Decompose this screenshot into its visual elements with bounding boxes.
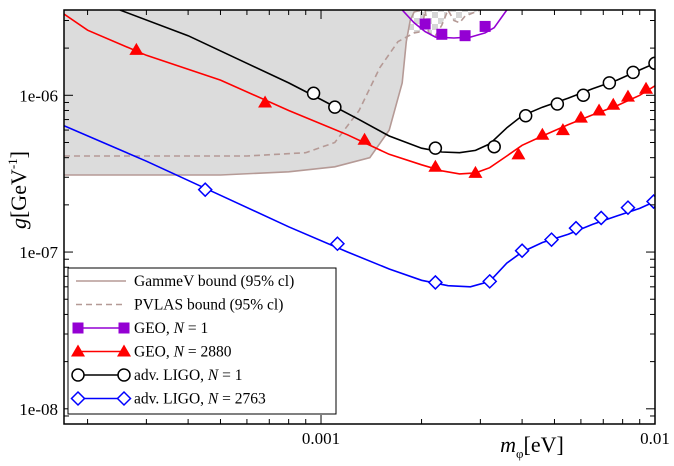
data-point-geo2880 (258, 95, 273, 108)
data-point-geo2880 (606, 97, 621, 110)
bounds-layer (64, 10, 655, 175)
series-line-ligo1 (119, 10, 655, 154)
data-point-ligo2763 (514, 243, 530, 259)
data-point-geo2880 (511, 147, 526, 160)
legend-marker (72, 322, 84, 334)
data-point-ligo1 (487, 139, 501, 154)
series-line-pvlas (64, 10, 481, 157)
series-line-geo2880 (64, 13, 655, 175)
data-point-geo1 (459, 30, 471, 42)
legend-marker (71, 368, 85, 382)
legend-label: GammeV bound (95% cl) (134, 273, 294, 290)
plot-frame (63, 9, 656, 425)
data-point-geo2880 (555, 123, 570, 136)
legend-label: adv. LIGO, N = 1 (134, 367, 242, 384)
data-point-ligo2763 (427, 274, 443, 290)
data-point-ligo1 (648, 56, 655, 71)
y-tick-label: 1e-06 (19, 86, 58, 105)
series-gammev (64, 10, 422, 176)
data-point-geo2880 (573, 110, 588, 123)
legend-items: GammeV bound (95% cl) PVLAS bound (95% cl… (70, 273, 294, 408)
legend-marker (117, 344, 131, 357)
legend-label: PVLAS bound (95% cl) (134, 297, 283, 314)
data-point-ligo1 (576, 88, 591, 103)
series-pvlas (64, 10, 481, 157)
legend-marker (71, 344, 85, 357)
data-point-ligo2763 (593, 210, 609, 226)
data-point-ligo2763 (620, 200, 636, 216)
data-point-ligo2763 (543, 232, 560, 248)
x-tick-label: 0.001 (302, 429, 340, 448)
data-point-geo2880 (468, 165, 483, 178)
legend-box (67, 267, 337, 415)
legend-item-ligo1: adv. LIGO, N = 1 (71, 367, 242, 384)
data-point-geo2880 (592, 103, 607, 116)
data-point-geo2880 (357, 132, 372, 145)
data-point-ligo1 (550, 97, 565, 111)
series-geo2880 (64, 13, 655, 178)
series-line-gammev (64, 10, 422, 176)
series-line-ligo2763 (64, 124, 655, 288)
legend-marker (116, 390, 132, 407)
y-tick-label: 1e-08 (19, 400, 58, 419)
data-point-geo2880 (620, 89, 635, 102)
x-tick-label: 0.01 (640, 429, 670, 448)
data-point-geo1 (419, 18, 431, 30)
data-point-ligo2763 (645, 193, 655, 210)
data-point-ligo2763 (329, 236, 346, 252)
legend: GammeV bound (95% cl) PVLAS bound (95% cl… (67, 267, 337, 415)
data-point-geo2880 (639, 81, 654, 94)
data-point-ligo1 (428, 141, 443, 155)
x-axis-label: mφ[eV] (500, 432, 564, 461)
data-point-geo2880 (428, 159, 443, 172)
legend-item-geo2880: GEO, N = 2880 (71, 344, 232, 361)
legend-label: GEO, N = 2880 (134, 344, 232, 361)
data-point-ligo1 (602, 76, 617, 90)
data-point-ligo1 (626, 65, 640, 80)
data-point-ligo2763 (568, 220, 584, 236)
data-point-geo1 (436, 28, 448, 40)
data-point-geo1 (479, 20, 491, 32)
legend-item-pvlas: PVLAS bound (95% cl) (76, 297, 283, 314)
data-point-geo2880 (129, 42, 144, 55)
data-point-ligo2763 (482, 273, 498, 289)
data-point-ligo1 (518, 109, 533, 123)
gammev-excluded-region (64, 10, 422, 175)
data-point-geo2880 (535, 127, 550, 140)
series-ligo1 (119, 10, 655, 155)
data-point-ligo1 (306, 86, 321, 101)
data-point-ligo1 (328, 100, 342, 114)
legend-marker (117, 368, 131, 382)
legend-item-geo1: GEO, N = 1 (72, 320, 208, 337)
axes-layer: 1e-06 1e-07 1e-08 0.001 0.01 (19, 10, 670, 448)
legend-item-ligo2763: adv. LIGO, N = 2763 (70, 390, 266, 408)
series-layer (64, 10, 655, 290)
legend-label: adv. LIGO, N = 2763 (134, 391, 266, 408)
y-axis-label: g[GeV-1] (5, 151, 31, 229)
legend-marker (70, 390, 86, 407)
legend-label: GEO, N = 1 (134, 320, 208, 337)
plot-region (64, 10, 655, 290)
series-line-geo1 (401, 10, 508, 39)
y-tick-label: 1e-07 (19, 243, 58, 262)
legend-marker (118, 322, 130, 334)
data-point-ligo2763 (197, 182, 213, 198)
series-geo1 (401, 10, 508, 42)
legend-item-gammev: GammeV bound (95% cl) (76, 273, 294, 290)
series-ligo2763 (64, 124, 655, 290)
